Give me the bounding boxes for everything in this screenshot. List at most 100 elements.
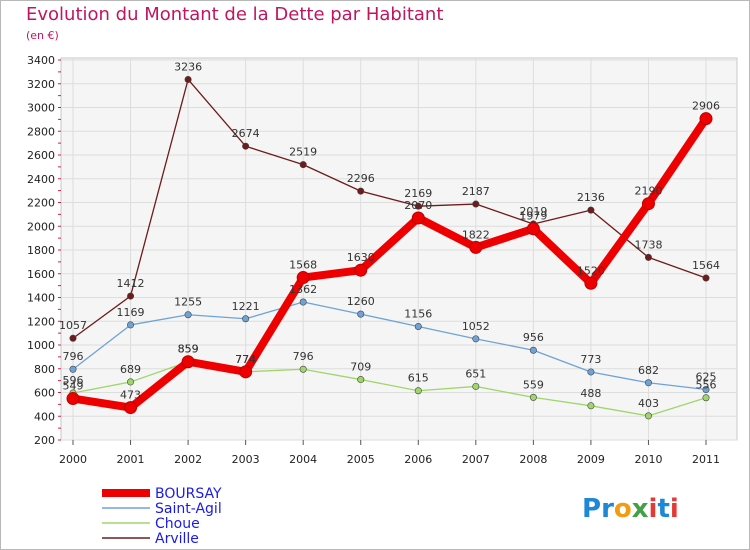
data-point-choue bbox=[587, 402, 595, 410]
data-label-boursay: 1568 bbox=[289, 259, 317, 272]
y-tick-label: 1400 bbox=[27, 292, 55, 305]
data-point-boursay bbox=[181, 355, 195, 369]
logo-letter: i bbox=[670, 494, 679, 524]
data-label-choue: 556 bbox=[696, 379, 717, 392]
data-point-boursay bbox=[239, 365, 253, 379]
data-point-choue bbox=[127, 378, 135, 386]
data-point-saint-agil bbox=[529, 346, 537, 354]
data-label-choue: 709 bbox=[350, 361, 371, 374]
data-point-boursay bbox=[584, 276, 598, 290]
series-layer bbox=[69, 78, 710, 417]
data-point-saint-agil bbox=[357, 310, 365, 318]
data-point-saint-agil bbox=[644, 379, 652, 387]
data-point-saint-agil bbox=[242, 315, 250, 323]
proxiti-logo: Proxiti bbox=[582, 494, 679, 524]
data-label-arville: 2136 bbox=[577, 191, 605, 204]
data-point-arville bbox=[587, 206, 595, 214]
y-tick-label: 200 bbox=[34, 434, 55, 447]
x-tick-label: 2009 bbox=[577, 453, 605, 466]
y-tick-label: 800 bbox=[34, 363, 55, 376]
data-label-arville: 2019 bbox=[519, 205, 547, 218]
data-point-boursay bbox=[469, 240, 483, 254]
y-tick-label: 2400 bbox=[27, 173, 55, 186]
data-point-saint-agil bbox=[702, 386, 710, 394]
data-label-arville: 3236 bbox=[174, 60, 202, 73]
y-tick-label: 3400 bbox=[27, 54, 55, 67]
y-tick-label: 3000 bbox=[27, 102, 55, 115]
data-point-boursay bbox=[124, 401, 138, 415]
data-label-boursay: 473 bbox=[120, 389, 141, 402]
data-point-arville bbox=[184, 75, 192, 83]
logo-letter: x bbox=[632, 494, 649, 524]
data-label-arville: 1057 bbox=[59, 319, 87, 332]
y-tick-label: 2800 bbox=[27, 125, 55, 138]
grid-layer bbox=[61, 58, 737, 441]
data-point-saint-agil bbox=[127, 321, 135, 329]
data-label-arville: 2674 bbox=[232, 127, 260, 140]
data-label-boursay: 1630 bbox=[347, 251, 375, 264]
x-tick-label: 2007 bbox=[462, 453, 490, 466]
point-layer bbox=[66, 75, 713, 420]
x-tick-label: 2003 bbox=[232, 453, 260, 466]
data-point-choue bbox=[299, 365, 307, 373]
data-point-choue bbox=[472, 382, 480, 390]
data-point-arville bbox=[414, 202, 422, 210]
data-label-choue: 859 bbox=[178, 343, 199, 356]
y-tick-label: 600 bbox=[34, 387, 55, 400]
logo-letter: r bbox=[601, 494, 614, 524]
legend-label-boursay: BOURSAY bbox=[155, 486, 222, 502]
data-point-boursay bbox=[66, 392, 80, 406]
data-point-boursay bbox=[641, 197, 655, 211]
data-label-saint-agil: 1221 bbox=[232, 300, 260, 313]
x-tick-label: 2001 bbox=[117, 453, 145, 466]
data-point-boursay bbox=[526, 222, 540, 236]
data-point-saint-agil bbox=[414, 322, 422, 330]
data-label-boursay: 549 bbox=[63, 380, 84, 393]
data-label-choue: 615 bbox=[408, 372, 429, 385]
data-label-choue: 403 bbox=[638, 397, 659, 410]
logo-letter: o bbox=[614, 494, 632, 524]
data-label-boursay: 1822 bbox=[462, 228, 490, 241]
data-label-boursay: 774 bbox=[235, 353, 256, 366]
logo-letter: t bbox=[657, 494, 669, 524]
data-label-choue: 689 bbox=[120, 363, 141, 376]
data-label-choue: 796 bbox=[293, 350, 314, 363]
y-tick-label: 3200 bbox=[27, 78, 55, 91]
data-point-boursay bbox=[699, 112, 713, 126]
data-label-boursay: 2190 bbox=[634, 185, 662, 198]
data-point-arville bbox=[644, 253, 652, 261]
data-label-boursay: 2070 bbox=[404, 199, 432, 212]
data-label-choue: 488 bbox=[580, 387, 601, 400]
x-tick-label: 2005 bbox=[347, 453, 375, 466]
logo-letter: P bbox=[582, 494, 601, 524]
chart-title: Evolution du Montant de la Dette par Hab… bbox=[26, 4, 444, 25]
series-line-boursay bbox=[69, 114, 710, 412]
x-tick-label: 2000 bbox=[59, 453, 87, 466]
data-label-saint-agil: 1362 bbox=[289, 283, 317, 296]
y-tick-label: 1800 bbox=[27, 244, 55, 257]
legend-label-saint-agil: Saint-Agil bbox=[155, 501, 222, 517]
data-label-arville: 2519 bbox=[289, 146, 317, 159]
data-label-choue: 651 bbox=[465, 367, 486, 380]
data-point-choue bbox=[414, 387, 422, 395]
data-label-saint-agil: 773 bbox=[580, 353, 601, 366]
data-point-choue bbox=[702, 394, 710, 402]
data-point-arville bbox=[69, 334, 77, 342]
y-tick-label: 1600 bbox=[27, 268, 55, 281]
data-point-saint-agil bbox=[587, 368, 595, 376]
data-point-arville bbox=[299, 161, 307, 169]
legend-label-arville: Arville bbox=[155, 531, 199, 547]
data-label-saint-agil: 796 bbox=[63, 350, 84, 363]
data-point-choue bbox=[357, 376, 365, 384]
series-line-saint-agil bbox=[72, 301, 707, 391]
data-label-arville: 2169 bbox=[404, 187, 432, 200]
data-point-arville bbox=[127, 292, 135, 300]
data-point-saint-agil bbox=[472, 335, 480, 343]
x-tick-label: 2002 bbox=[174, 453, 202, 466]
data-point-saint-agil bbox=[69, 365, 77, 373]
data-point-arville bbox=[357, 187, 365, 195]
data-label-saint-agil: 956 bbox=[523, 331, 544, 344]
data-point-arville bbox=[242, 142, 250, 150]
